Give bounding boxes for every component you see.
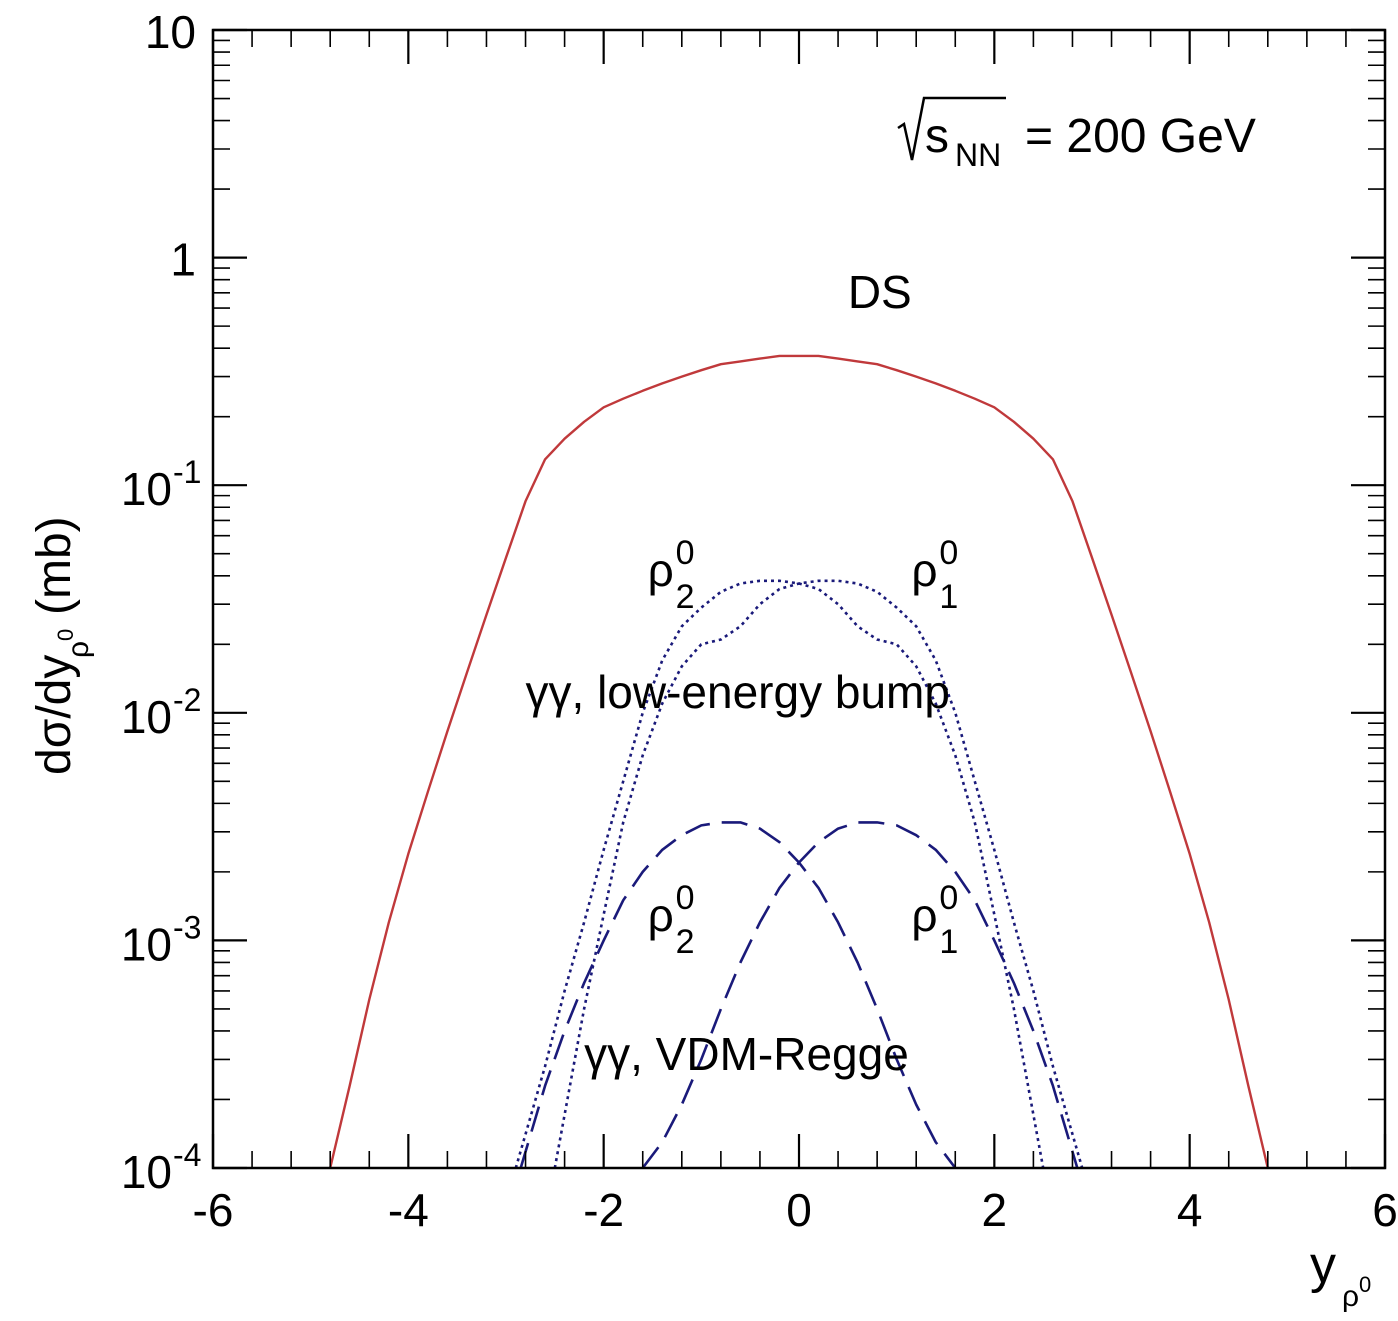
annotation-rho1-vdm-base: ρ <box>911 889 937 941</box>
plot-frame <box>211 28 1387 1170</box>
annotation-rho1-bump-base: ρ <box>911 544 937 596</box>
series-line-5 <box>641 821 1079 1168</box>
annotation-rho1-vdm-sup: 0 <box>939 879 958 917</box>
y-axis-title-subsup: 0 <box>53 629 78 641</box>
annotation-rho2-bump-sub: 2 <box>676 578 695 616</box>
y-tick-label-exponent: -2 <box>173 682 201 718</box>
x-tick-label: 2 <box>982 1184 1008 1236</box>
y-tick-label: 10 <box>121 1146 172 1198</box>
y-axis-title-sub: ρ <box>62 641 95 658</box>
series-line-3 <box>553 579 1084 1168</box>
y-axis-title-unit: (mb) <box>28 516 81 615</box>
annotation-ds: DS <box>848 266 912 318</box>
y-tick-label: 10 <box>121 691 172 743</box>
y-tick-label: 1 <box>170 234 196 286</box>
y-tick-label-exponent: -1 <box>173 454 201 490</box>
x-axis-title: y ρ 0 <box>1310 1236 1371 1313</box>
annotation-rho2-vdm-sup: 0 <box>676 879 695 917</box>
annotation-rho1-bump-sub: 1 <box>939 578 958 616</box>
y-axis-title: dσ/dy ρ 0 (mb) <box>28 516 95 775</box>
y-tick-label: 10 <box>121 463 172 515</box>
x-tick-label: 0 <box>786 1184 812 1236</box>
y-tick-label-exponent: -4 <box>173 1137 201 1173</box>
y-tick-label: 10 <box>121 918 172 970</box>
annotation-rho1-bump-sup: 0 <box>939 534 958 572</box>
tick-layer <box>211 28 1387 1170</box>
annotation-rho1-vdm-sub: 1 <box>939 923 958 961</box>
annotation-rho2-bump-sup: 0 <box>676 534 695 572</box>
x-axis-title-subsup: 0 <box>1359 1272 1371 1297</box>
annotation-bump-label: γγ, low-energy bump <box>526 666 950 718</box>
annotation-rho2-vdm-sub: 2 <box>676 923 695 961</box>
energy-label-value: = 200 GeV <box>1025 110 1256 163</box>
annotation-rho2-bump-base: ρ <box>648 544 674 596</box>
x-tick-label: 4 <box>1177 1184 1203 1236</box>
x-axis-title-main: y <box>1310 1236 1336 1294</box>
x-axis-title-sub: ρ <box>1342 1280 1359 1313</box>
series-line-4 <box>519 821 957 1168</box>
y-tick-label: 10 <box>145 6 196 58</box>
curve-layer <box>329 354 1269 1168</box>
annotation-vdm-label: γγ, VDM-Regge <box>584 1028 909 1080</box>
annotation-rho2-vdm-base: ρ <box>648 889 674 941</box>
x-tick-label: 6 <box>1372 1184 1398 1236</box>
x-tick-label: -6 <box>193 1184 234 1236</box>
x-tick-label: -4 <box>388 1184 429 1236</box>
energy-label-sub: NN <box>955 137 1001 173</box>
sqrt-sign-icon <box>897 96 1006 161</box>
series-line-1 <box>329 354 1269 1168</box>
energy-label: s NN = 200 GeV <box>897 96 1256 173</box>
x-tick-label: -2 <box>583 1184 624 1236</box>
y-tick-label-exponent: -3 <box>173 909 201 945</box>
series-line-2 <box>514 579 1045 1168</box>
y-axis-title-main: dσ/dy <box>28 655 81 775</box>
energy-label-s: s <box>925 110 949 163</box>
